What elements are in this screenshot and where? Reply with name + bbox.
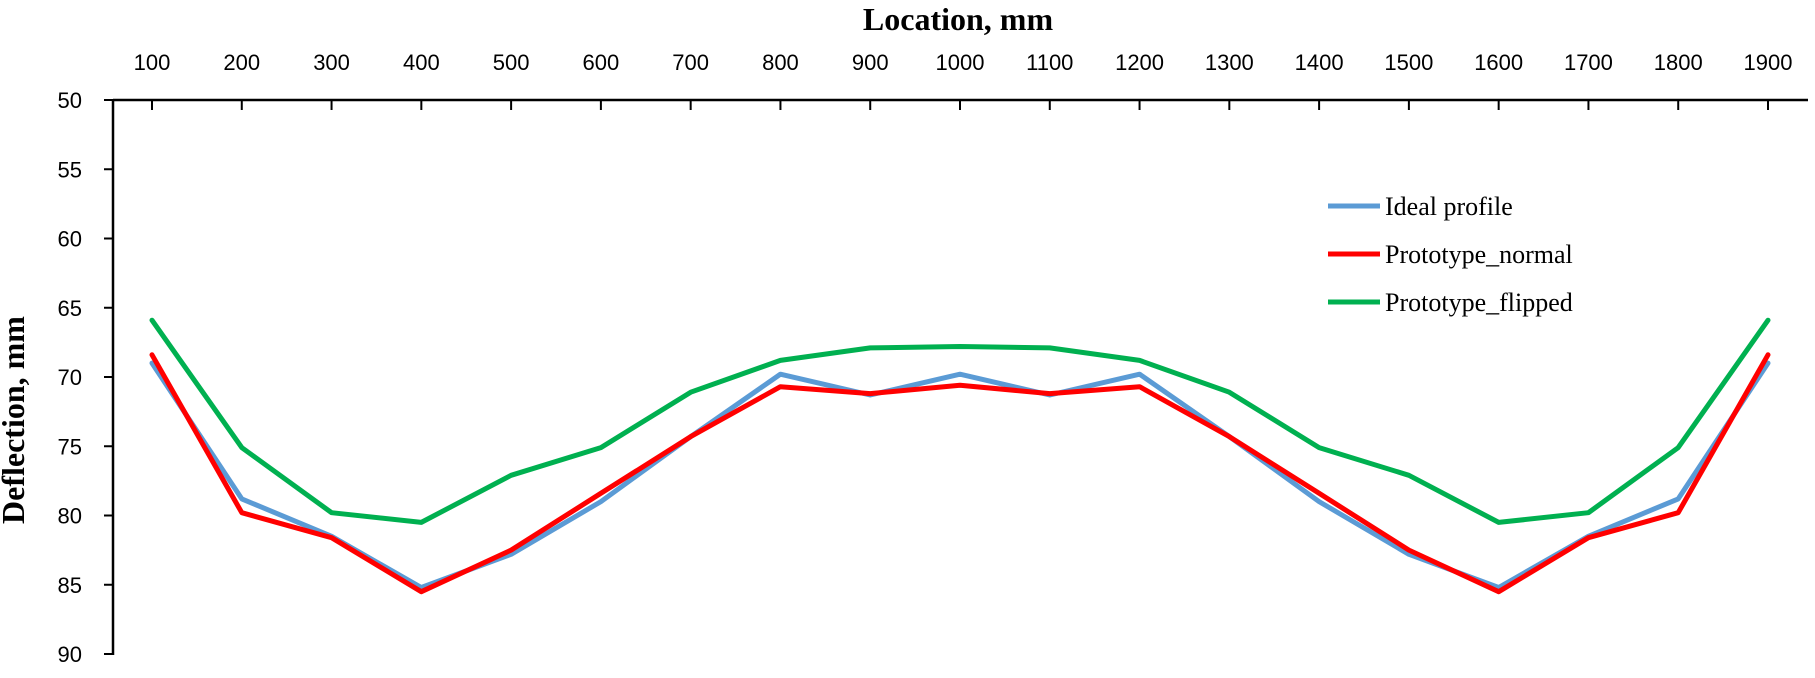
y-tick-group: 50 55 60 65 70 75 80 85 90 <box>58 88 113 667</box>
y-tick-label: 70 <box>58 365 82 390</box>
y-axis-title: Deflection, mm <box>0 316 31 524</box>
legend: Ideal profile Prototype_normal Prototype_f… <box>1328 192 1573 317</box>
x-tick-label: 700 <box>672 50 709 75</box>
y-tick-label: 65 <box>58 296 82 321</box>
x-tick-label: 200 <box>223 50 260 75</box>
y-tick-label: 55 <box>58 157 82 182</box>
x-tick-group: 100 200 300 400 500 600 700 800 900 1000 1100 1200 1… <box>134 50 1793 110</box>
x-tick-label: 1800 <box>1654 50 1703 75</box>
y-tick-label: 75 <box>58 434 82 459</box>
x-tick-label: 400 <box>403 50 440 75</box>
series-line-1 <box>149 360 1771 590</box>
x-tick-label: 1700 <box>1564 50 1613 75</box>
x-tick-label: 1200 <box>1115 50 1164 75</box>
y-tick-label: 50 <box>58 88 82 113</box>
x-tick-label: 800 <box>762 50 799 75</box>
x-tick-label: 300 <box>313 50 350 75</box>
x-tick-label: 100 <box>134 50 171 75</box>
series-line-2 <box>149 352 1771 595</box>
x-tick-label: 1500 <box>1384 50 1433 75</box>
series-line-3 <box>149 317 1771 525</box>
x-tick-label: 1600 <box>1474 50 1523 75</box>
y-tick-label: 80 <box>58 504 82 529</box>
x-axis-title: Location, mm <box>863 1 1054 37</box>
x-tick-label: 1100 <box>1026 50 1073 75</box>
y-tick-label: 85 <box>58 573 82 598</box>
x-tick-label: 600 <box>583 50 620 75</box>
y-tick-label: 90 <box>58 642 82 667</box>
legend-label-3: Prototype_flipped <box>1385 288 1573 317</box>
x-tick-label: 1900 <box>1744 50 1793 75</box>
x-tick-label: 1400 <box>1295 50 1344 75</box>
x-tick-label: 500 <box>493 50 530 75</box>
x-tick-label: 1300 <box>1205 50 1254 75</box>
legend-label-1: Ideal profile <box>1385 192 1513 221</box>
series-group <box>149 317 1771 595</box>
legend-label-2: Prototype_normal <box>1385 240 1573 269</box>
y-tick-label: 60 <box>58 227 82 252</box>
x-tick-label: 1000 <box>936 50 985 75</box>
x-tick-label: 900 <box>852 50 889 75</box>
